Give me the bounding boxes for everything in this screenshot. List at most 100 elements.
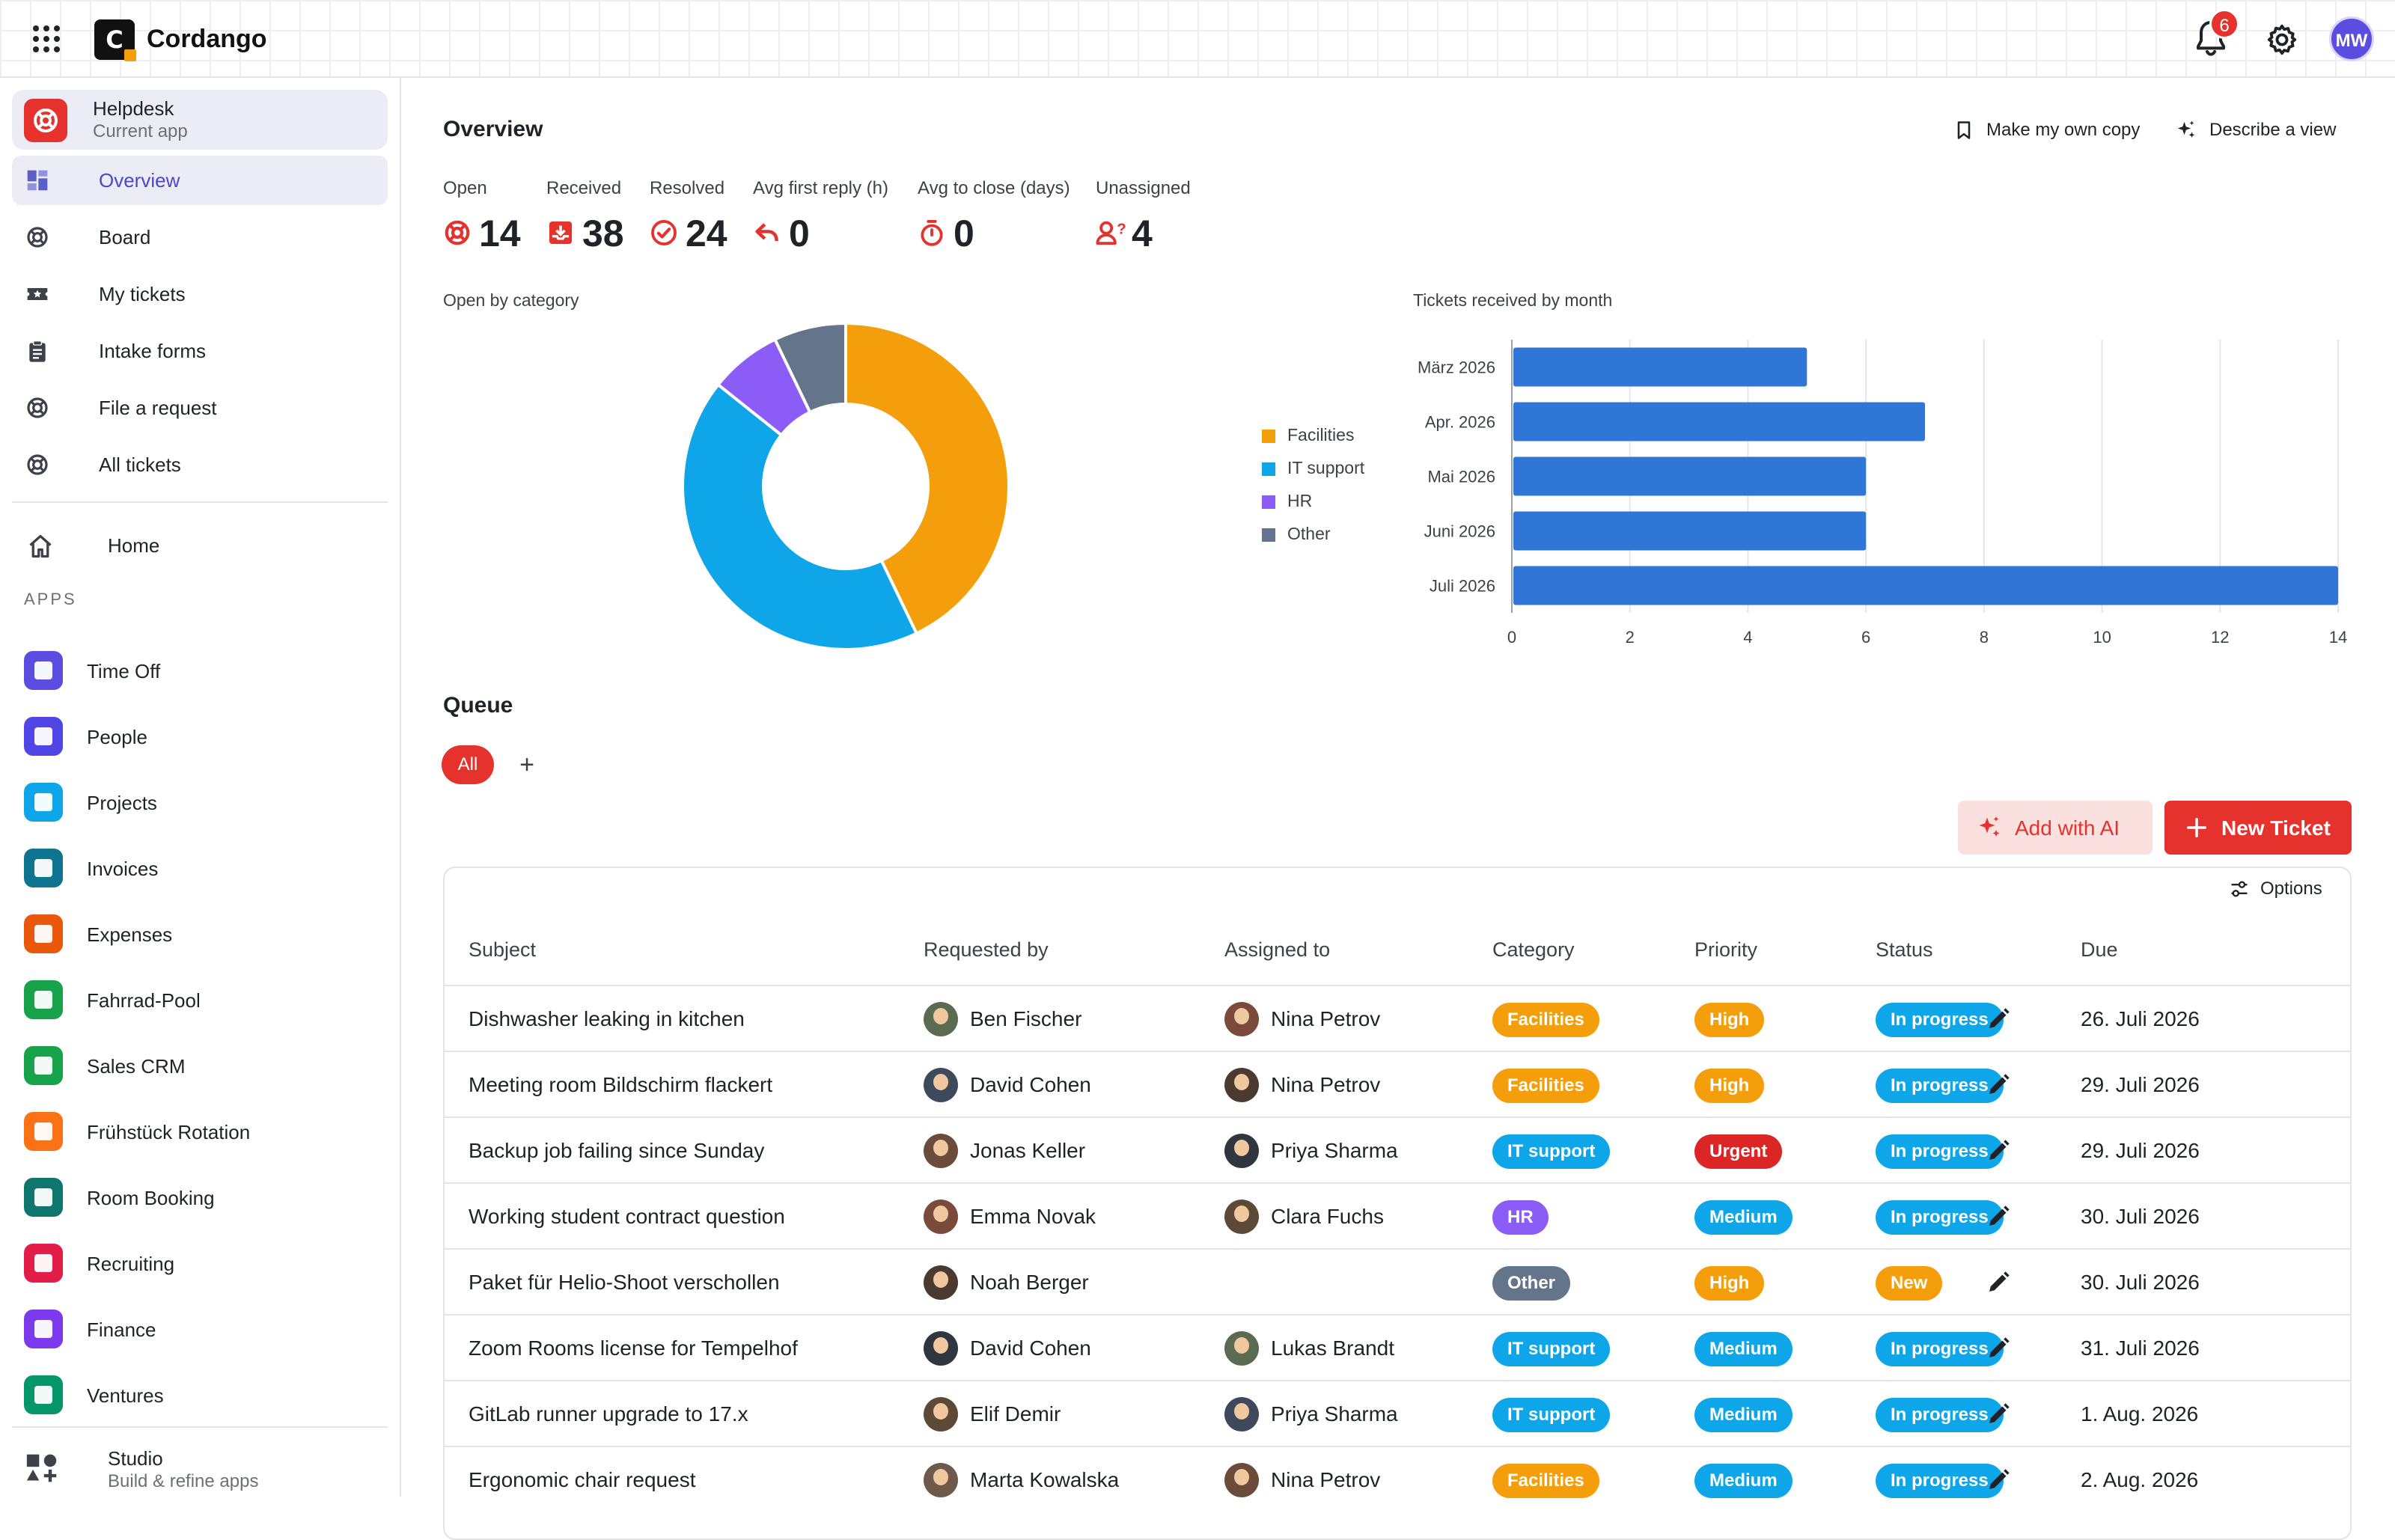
assignee-name: Nina Petrov [1271, 1007, 1381, 1030]
priority-badge: High [1694, 1266, 1765, 1301]
column-header-subject[interactable]: Subject [469, 938, 537, 961]
nav-overview[interactable]: Overview [12, 156, 388, 205]
edit-icon[interactable] [1985, 1269, 2012, 1296]
column-header-category[interactable]: Category [1492, 938, 1575, 961]
ticket-subject[interactable]: Working student contract question [469, 1205, 785, 1228]
bar-4[interactable] [1513, 566, 2338, 605]
app-item[interactable]: Recruiting [12, 1236, 388, 1290]
app-item[interactable]: Room Booking [12, 1170, 388, 1224]
assigned-to[interactable]: Nina Petrov [1224, 1067, 1380, 1103]
assigned-to[interactable]: Lukas Brandt [1224, 1330, 1394, 1366]
app-label: People [87, 726, 147, 748]
app-item[interactable]: Ventures [12, 1368, 388, 1422]
app-item[interactable]: Fahrrad-Pool [12, 973, 388, 1027]
app-item[interactable]: Frühstück Rotation [12, 1104, 388, 1158]
donut-slice-facilities[interactable] [844, 321, 1010, 636]
table-row[interactable]: Dishwasher leaking in kitchen Ben Fischer… [445, 985, 2350, 1051]
donut-slice-other[interactable] [772, 321, 847, 415]
nav-board[interactable]: Board [12, 213, 388, 262]
requested-by[interactable]: Noah Berger [924, 1265, 1089, 1301]
ticket-subject[interactable]: Backup job failing since Sunday [469, 1139, 765, 1162]
edit-icon[interactable] [1985, 1006, 2012, 1033]
app-item[interactable]: Projects [12, 775, 388, 829]
ticket-subject[interactable]: Paket für Helio-Shoot verschollen [469, 1271, 780, 1294]
edit-icon[interactable] [1985, 1335, 2012, 1362]
filter-all-chip[interactable]: All [442, 745, 494, 784]
ticket-subject[interactable]: Dishwasher leaking in kitchen [469, 1007, 745, 1030]
column-header-priority[interactable]: Priority [1694, 938, 1758, 961]
bar-0[interactable] [1513, 347, 1807, 387]
sidebar: Helpdesk Current app Overview Board My t… [0, 78, 401, 1497]
assigned-to[interactable]: Priya Sharma [1224, 1133, 1398, 1169]
bar-1[interactable] [1513, 402, 1925, 441]
nav-all-tickets[interactable]: All tickets [12, 440, 388, 489]
page-title: Overview [443, 117, 543, 141]
table-row[interactable]: Backup job failing since Sunday Jonas Kel… [445, 1116, 2350, 1182]
column-header-requested-by[interactable]: Requested by [924, 938, 1049, 961]
notification-badge[interactable]: 6 [2209, 9, 2239, 39]
table-row[interactable]: Ergonomic chair request Marta Kowalska Nin… [445, 1446, 2350, 1512]
table-row[interactable]: GitLab runner upgrade to 17.x Elif Demir P… [445, 1380, 2350, 1446]
requested-by[interactable]: David Cohen [924, 1067, 1091, 1103]
user-avatar[interactable]: MW [2329, 16, 2374, 61]
requested-by[interactable]: Emma Novak [924, 1199, 1096, 1235]
ticket-subject[interactable]: Meeting room Bildschirm flackert [469, 1073, 773, 1096]
assigned-to[interactable]: Priya Sharma [1224, 1396, 1398, 1432]
requested-by[interactable]: David Cohen [924, 1330, 1091, 1366]
ticket-subject[interactable]: Ergonomic chair request [469, 1468, 696, 1491]
edit-icon[interactable] [1985, 1072, 2012, 1099]
studio-icon[interactable] [25, 1452, 58, 1485]
current-app-card[interactable]: Helpdesk Current app [12, 90, 388, 150]
ticket-subject[interactable]: GitLab runner upgrade to 17.x [469, 1402, 748, 1426]
new-ticket-button[interactable]: New Ticket [2164, 801, 2352, 855]
legend-label: HR [1287, 491, 1313, 510]
avatar [924, 1397, 958, 1431]
bar-3[interactable] [1513, 511, 1867, 551]
queue-title: Queue [443, 693, 513, 718]
brand-logo[interactable]: C [94, 19, 136, 61]
table-row[interactable]: Meeting room Bildschirm flackert David Co… [445, 1051, 2350, 1116]
table-row[interactable]: Zoom Rooms license for Tempelhof David Co… [445, 1314, 2350, 1380]
table-row[interactable]: Paket für Helio-Shoot verschollen Noah Be… [445, 1248, 2350, 1314]
add-with-ai-button[interactable]: Add with AI [1958, 801, 2153, 855]
edit-icon[interactable] [1985, 1137, 2012, 1164]
app-item[interactable]: Expenses [12, 907, 388, 961]
donut-slice-it-support[interactable] [681, 382, 919, 651]
bar-2[interactable] [1513, 456, 1867, 496]
app-item[interactable]: Time Off [12, 644, 388, 697]
options-button[interactable]: Options [2229, 879, 2322, 899]
edit-icon[interactable] [1985, 1203, 2012, 1230]
app-item[interactable]: Finance [12, 1302, 388, 1356]
nav-file-request[interactable]: File a request [12, 383, 388, 433]
nav-intake-forms[interactable]: Intake forms [12, 326, 388, 376]
gear-icon[interactable] [2265, 22, 2299, 57]
app-item[interactable]: People [12, 709, 388, 763]
brand-name[interactable]: Cordango [147, 25, 267, 53]
nav-my-tickets[interactable]: My tickets [12, 269, 388, 319]
make-copy-button[interactable]: Make my own copy [1953, 117, 2140, 144]
requested-by[interactable]: Marta Kowalska [924, 1462, 1119, 1498]
table-row[interactable]: Working student contract question Emma No… [445, 1182, 2350, 1248]
assigned-to[interactable]: Nina Petrov [1224, 1001, 1380, 1037]
studio-title[interactable]: Studio [108, 1447, 163, 1470]
requested-by[interactable]: Ben Fischer [924, 1001, 1081, 1037]
legend-swatch [1262, 495, 1275, 509]
nav-label: Overview [99, 169, 180, 192]
app-item[interactable]: Sales CRM [12, 1039, 388, 1093]
assigned-to[interactable]: Clara Fuchs [1224, 1199, 1384, 1235]
assigned-to[interactable]: Nina Petrov [1224, 1462, 1380, 1498]
nav-home[interactable]: Home [12, 521, 388, 570]
edit-icon[interactable] [1985, 1467, 2012, 1494]
requested-by[interactable]: Jonas Keller [924, 1133, 1085, 1169]
edit-icon[interactable] [1985, 1401, 2012, 1428]
column-header-status[interactable]: Status [1876, 938, 1933, 961]
describe-view-button[interactable]: Describe a view [2175, 117, 2336, 144]
add-filter-button[interactable]: + [519, 751, 534, 779]
nav-label: File a request [99, 397, 217, 419]
column-header-assigned-to[interactable]: Assigned to [1224, 938, 1331, 961]
requested-by[interactable]: Elif Demir [924, 1396, 1061, 1432]
column-header-due[interactable]: Due [2081, 938, 2118, 961]
ticket-subject[interactable]: Zoom Rooms license for Tempelhof [469, 1336, 798, 1360]
app-launcher-icon[interactable] [33, 25, 60, 52]
app-item[interactable]: Invoices [12, 841, 388, 895]
